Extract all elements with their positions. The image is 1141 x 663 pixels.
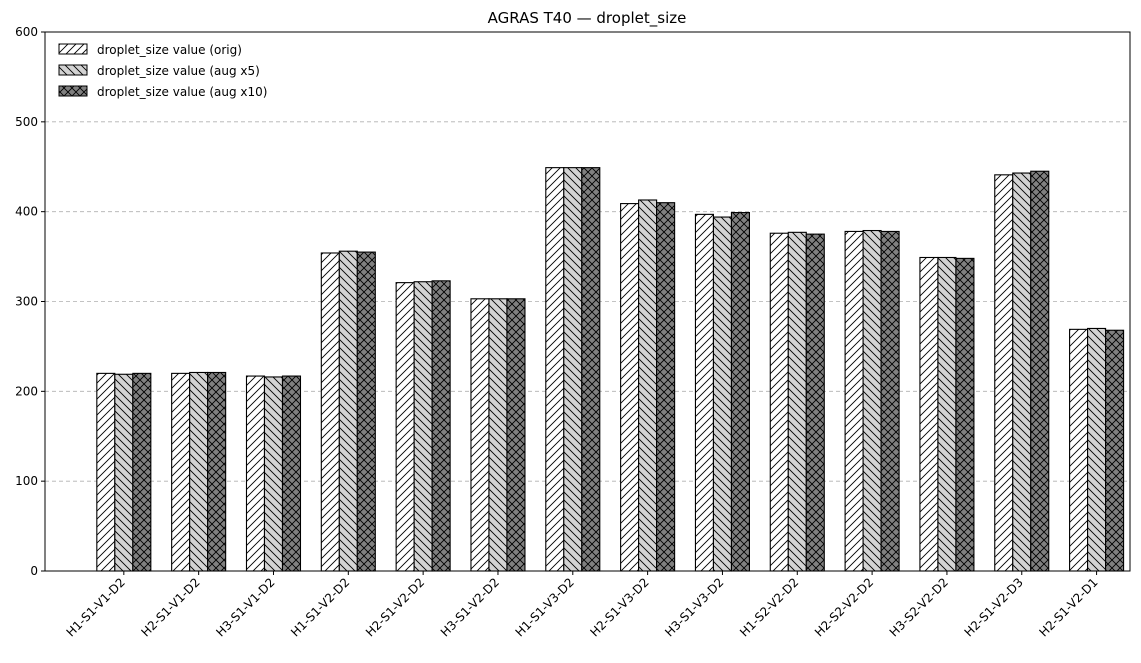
bar-H3-S1-V3-D2-series-1 (712, 216, 732, 572)
legend-label: droplet_size value (aug x5) (97, 64, 260, 78)
bar-H2-S2-V2-D2-series-1 (862, 229, 882, 572)
x-axis: H1-S1-V1-D2 H2-S1-V1-D2 H3-S1-V1-D2 H1-S1-V… (64, 571, 1101, 640)
bar-H3-S1-V1-D2-series-0 (245, 375, 266, 572)
bar-H2-S1-V2-D1-series-2 (1105, 329, 1125, 572)
x-tick-label: H3-S1-V2-D2 (438, 575, 502, 639)
bar-H2-S1-V2-D1-series-1 (1087, 327, 1107, 572)
y-tick-label: 400 (15, 205, 38, 219)
bar-H2-S1-V2-D3-series-1 (1012, 172, 1032, 572)
x-tick-label: H1-S1-V2-D2 (288, 575, 352, 639)
y-tick-label: 600 (15, 25, 38, 39)
bar-H1-S1-V1-D2-series-0 (96, 372, 116, 572)
bar-H2-S2-V2-D2-series-0 (844, 230, 864, 572)
legend-label: droplet_size value (orig) (97, 43, 242, 57)
legend-swatch (58, 85, 88, 97)
bar-H3-S1-V3-D2-series-0 (694, 213, 714, 572)
y-tick-label: 100 (15, 474, 38, 488)
bar-H3-S1-V2-D2-series-1 (488, 298, 508, 572)
bar-H2-S1-V2-D2-series-0 (395, 282, 415, 572)
bar-H3-S2-V2-D2-series-2 (955, 257, 975, 572)
bar-H2-S1-V1-D2-series-1 (189, 371, 209, 572)
x-tick-label: H2-S1-V2-D1 (1036, 575, 1100, 639)
legend: droplet_size value (orig) droplet_size va… (58, 43, 267, 99)
x-tick-label: H1-S1-V3-D2 (513, 575, 577, 639)
bar-H1-S1-V3-D2-series-1 (563, 167, 583, 572)
bar-H3-S1-V1-D2-series-2 (281, 375, 302, 572)
x-tick-label: H2-S2-V2-D2 (812, 575, 876, 639)
bar-H1-S1-V1-D2-series-1 (114, 373, 134, 572)
x-tick-label: H2-S1-V2-D2 (363, 575, 427, 639)
legend-swatch (58, 64, 88, 76)
legend-swatch (58, 43, 88, 55)
bar-H1-S2-V2-D2-series-2 (805, 233, 825, 572)
x-tick-label: H3-S1-V3-D2 (662, 575, 726, 639)
bar-H1-S1-V3-D2-series-0 (545, 167, 565, 572)
y-tick-label: 300 (15, 295, 38, 309)
bar-H3-S2-V2-D2-series-0 (919, 256, 939, 572)
bar-H2-S1-V1-D2-series-2 (207, 371, 227, 572)
x-tick-label: H1-S2-V2-D2 (737, 575, 801, 639)
bar-H1-S2-V2-D2-series-1 (787, 231, 807, 572)
bar-H2-S1-V3-D2-series-1 (638, 199, 658, 572)
x-tick-label: H3-S1-V1-D2 (213, 575, 277, 639)
bar-H2-S1-V2-D1-series-0 (1069, 328, 1089, 572)
x-tick-label: H2-S1-V1-D2 (138, 575, 202, 639)
bar-H2-S1-V2-D3-series-2 (1030, 170, 1050, 572)
y-tick-label: 500 (15, 115, 38, 129)
x-tick-label: H2-S1-V3-D2 (587, 575, 651, 639)
y-tick-label: 0 (30, 564, 38, 578)
bar-H2-S1-V2-D2-series-2 (431, 280, 451, 572)
bar-H3-S1-V2-D2-series-2 (506, 298, 526, 572)
bar-H1-S1-V2-D2-series-2 (356, 251, 376, 572)
bar-H2-S2-V2-D2-series-2 (880, 230, 900, 572)
bar-H1-S1-V1-D2-series-2 (132, 372, 152, 572)
chart-title: AGRAS T40 — droplet_size (488, 9, 687, 28)
y-tick-label: 200 (15, 384, 38, 398)
y-axis: 0 100 200 300 400 500 600 (15, 25, 45, 578)
bar-H2-S1-V1-D2-series-0 (171, 372, 191, 572)
bar-H2-S1-V3-D2-series-0 (620, 203, 640, 572)
bar-H1-S1-V3-D2-series-2 (581, 167, 601, 572)
bar-H3-S1-V3-D2-series-2 (730, 212, 750, 572)
bar-H1-S1-V2-D2-series-0 (320, 252, 340, 572)
bar-H2-S1-V2-D3-series-0 (994, 174, 1014, 572)
bar-H2-S1-V2-D2-series-1 (413, 281, 433, 572)
bar-H3-S1-V2-D2-series-0 (470, 298, 490, 572)
bars (96, 167, 1125, 572)
x-tick-label: H3-S2-V2-D2 (887, 575, 951, 639)
bar-H3-S1-V1-D2-series-1 (263, 376, 284, 572)
bar-H1-S2-V2-D2-series-0 (769, 232, 789, 572)
x-tick-label: H1-S1-V1-D2 (64, 575, 128, 639)
bar-H3-S2-V2-D2-series-1 (937, 256, 957, 572)
bar-H1-S1-V2-D2-series-1 (338, 250, 358, 572)
x-tick-label: H2-S1-V2-D3 (962, 575, 1026, 639)
bar-H2-S1-V3-D2-series-2 (656, 202, 676, 572)
legend-label: droplet_size value (aug x10) (97, 85, 267, 99)
